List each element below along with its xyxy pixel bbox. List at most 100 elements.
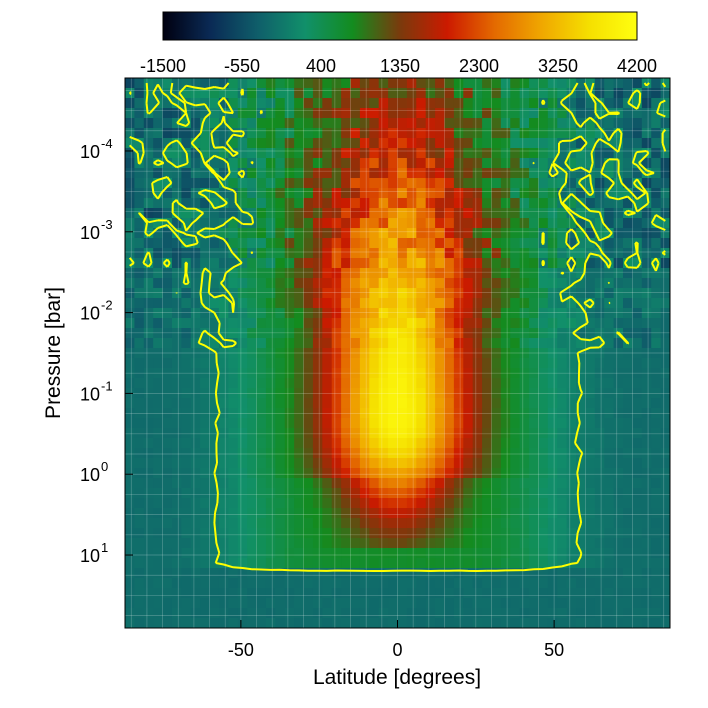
heatmap-cell [500,188,511,199]
heatmap-cell [491,228,502,239]
heatmap-cell [566,418,577,429]
heatmap-cell [388,558,399,569]
heatmap-cell [312,398,323,409]
heatmap-cell [585,168,596,179]
heatmap-cell [312,128,323,139]
heatmap-cell [416,188,427,199]
heatmap-cell [463,318,474,329]
heatmap-cell [641,118,652,129]
heatmap-cell [510,458,521,469]
heatmap-cell [547,148,558,159]
heatmap-cell [547,518,558,529]
heatmap-cell [651,118,662,129]
heatmap-cell [228,128,239,139]
y-tick-exponent: -2 [101,298,113,313]
heatmap-cell [510,108,521,119]
heatmap-cell [190,528,201,539]
heatmap-cell [369,518,380,529]
heatmap-cell [153,198,164,209]
heatmap-cell [200,428,211,439]
heatmap-cell [247,318,258,329]
heatmap-cell [632,78,643,89]
heatmap-cell [181,508,192,519]
heatmap-cell [444,498,455,509]
heatmap-cell [566,378,577,389]
heatmap-cell [623,118,634,129]
heatmap-cell [209,438,220,449]
heatmap-cell [538,558,549,569]
heatmap-cell [594,108,605,119]
y-tick-label: 10 [80,465,100,485]
heatmap-cell [265,98,276,109]
heatmap-cell [190,588,201,599]
heatmap-cell [397,608,408,619]
heatmap-cell [435,578,446,589]
heatmap-cell [190,358,201,369]
heatmap-cell [247,488,258,499]
heatmap-cell [265,298,276,309]
heatmap-cell [416,438,427,449]
heatmap-cell [275,308,286,319]
heatmap-cell [406,408,417,419]
heatmap-cell [369,588,380,599]
heatmap-cell [171,358,182,369]
heatmap-cell [369,88,380,99]
heatmap-cell [143,408,154,419]
heatmap-cell [557,338,568,349]
heatmap-cell [566,248,577,259]
heatmap-cell [660,538,670,549]
heatmap-cell [576,308,587,319]
heatmap-cell [510,358,521,369]
heatmap-cell [322,268,333,279]
heatmap-cell [416,428,427,439]
heatmap-cell [397,228,408,239]
heatmap-cell [641,268,652,279]
heatmap-cell [181,598,192,609]
heatmap-cell [218,358,229,369]
heatmap-cell [519,448,530,459]
heatmap-cell [162,278,173,289]
heatmap-cell [256,418,267,429]
heatmap-cell [256,328,267,339]
heatmap-cell [341,378,352,389]
heatmap-cell [529,188,540,199]
heatmap-cell [538,568,549,579]
heatmap-cell [312,418,323,429]
heatmap-cell [388,158,399,169]
heatmap-cell [275,338,286,349]
heatmap-cell [322,368,333,379]
heatmap-cell [613,218,624,229]
heatmap-cell [322,518,333,529]
heatmap-cell [322,98,333,109]
heatmap-cell [153,118,164,129]
y-tick-exponent: 0 [101,459,108,474]
heatmap-cell [209,278,220,289]
heatmap-cell [482,428,493,439]
heatmap-cell [125,318,135,329]
heatmap-cell [641,428,652,439]
heatmap-cell [237,288,248,299]
heatmap-cell [209,78,220,89]
heatmap-cell [406,348,417,359]
heatmap-cell [218,398,229,409]
heatmap-cell [125,478,135,489]
heatmap-cell [200,558,211,569]
heatmap-cell [491,78,502,89]
heatmap-cell [557,398,568,409]
y-tick-exponent: -1 [101,378,113,393]
heatmap-cell [641,228,652,239]
heatmap-cell [651,258,662,269]
heatmap-cell [359,608,370,619]
heatmap-cell [284,598,295,609]
heatmap-cell [576,88,587,99]
heatmap-cell [557,308,568,319]
heatmap-cell [557,508,568,519]
heatmap-cell [125,508,135,519]
heatmap-cell [453,438,464,449]
heatmap-cell [463,568,474,579]
heatmap-cell [312,558,323,569]
heatmap-cell [275,468,286,479]
heatmap-cell [350,508,361,519]
heatmap-cell [538,448,549,459]
heatmap-cell [660,558,670,569]
